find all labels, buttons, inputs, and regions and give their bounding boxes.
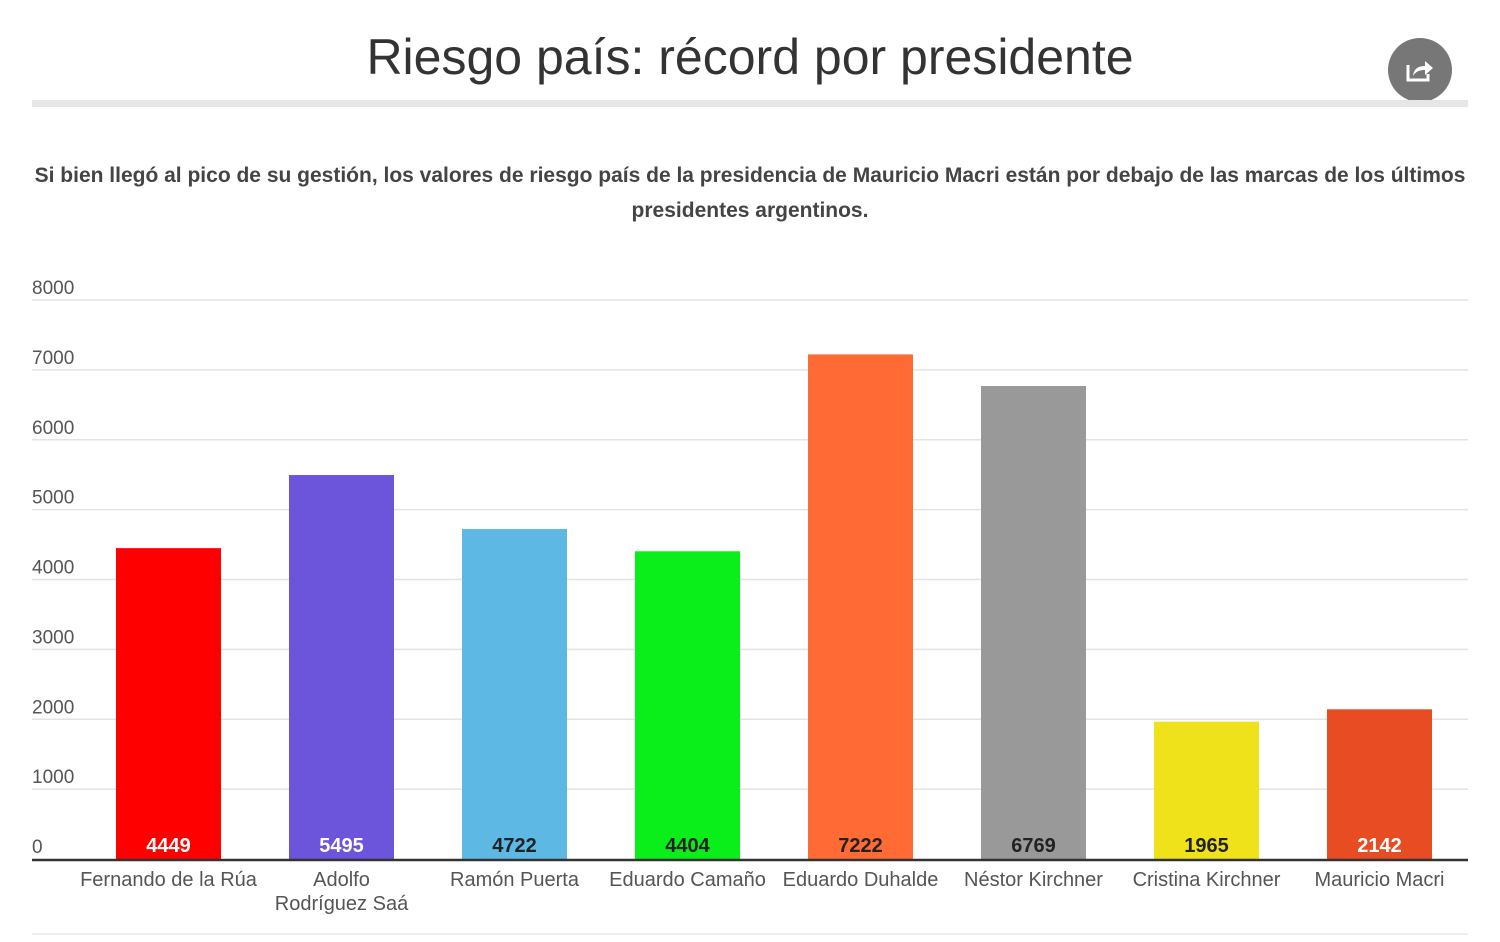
bar — [1327, 709, 1432, 859]
bar — [635, 551, 740, 859]
x-tick-label: Cristina Kirchner — [1133, 869, 1281, 891]
y-tick-label: 2000 — [32, 697, 74, 718]
x-tick-label: Eduardo Camaño — [609, 869, 766, 891]
x-tick-label: Ramón Puerta — [450, 869, 580, 891]
bar — [808, 354, 913, 859]
bar — [462, 529, 567, 859]
y-tick-label: 3000 — [32, 627, 74, 648]
chart-title: Riesgo país: récord por presidente — [366, 29, 1134, 85]
bar — [289, 475, 394, 859]
bar — [116, 548, 221, 859]
data-label: 1965 — [1184, 835, 1229, 857]
y-tick-label: 7000 — [32, 348, 74, 369]
y-tick-label: 4000 — [32, 558, 74, 579]
data-label: 2142 — [1357, 835, 1402, 857]
data-label: 7222 — [838, 835, 883, 857]
title-divider — [32, 100, 1468, 107]
bar — [1154, 721, 1259, 859]
data-label: 4404 — [665, 835, 710, 857]
data-label: 5495 — [319, 835, 364, 857]
x-tick-label: Rodríguez Saá — [275, 893, 409, 915]
y-tick-label: 6000 — [32, 418, 74, 439]
data-label: 6769 — [1011, 835, 1056, 857]
x-tick-label: Eduardo Duhalde — [783, 869, 939, 891]
x-tick-label: Fernando de la Rúa — [80, 869, 258, 891]
chart-subtitle: Si bien llegó al pico de su gestión, los… — [34, 164, 1466, 222]
y-tick-label: 1000 — [32, 767, 74, 788]
y-tick-label: 8000 — [32, 278, 74, 299]
x-tick-label: Mauricio Macri — [1314, 869, 1444, 891]
share-button[interactable] — [1388, 38, 1452, 102]
data-label: 4722 — [492, 835, 537, 857]
data-label: 4449 — [146, 835, 191, 857]
bar — [981, 386, 1086, 859]
y-tick-label: 5000 — [32, 488, 74, 509]
x-tick-label: Adolfo — [313, 869, 370, 891]
x-tick-label: Néstor Kirchner — [964, 869, 1103, 891]
y-tick-label: 0 — [32, 837, 43, 858]
bottom-divider — [32, 933, 1468, 935]
share-icon — [1406, 61, 1433, 82]
